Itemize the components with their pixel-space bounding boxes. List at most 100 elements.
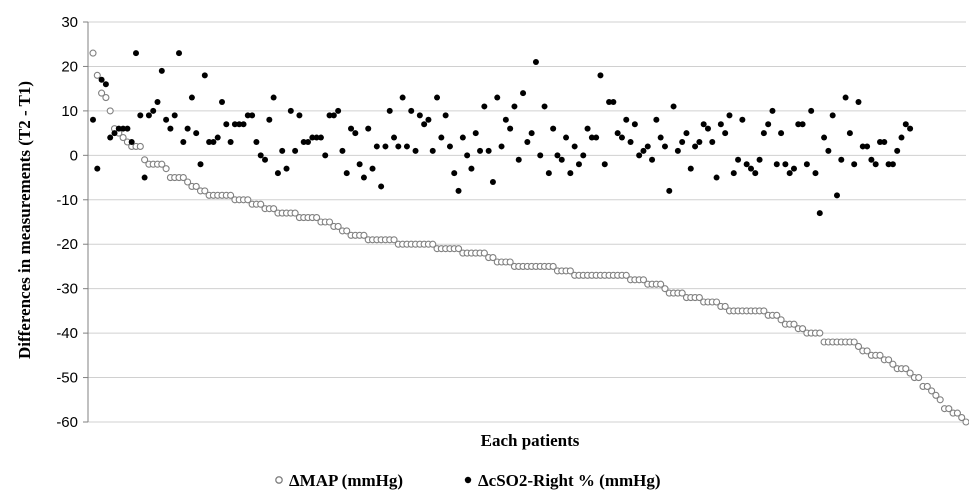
cso2-point xyxy=(494,94,501,101)
cso2-point xyxy=(442,112,449,119)
y-axis-title: Differences in measurements (T2 - T1) xyxy=(15,81,34,359)
cso2-point xyxy=(520,90,527,97)
cso2-point xyxy=(120,125,127,132)
legend-label-cso2: ΔcSO2-Right % (mmHg) xyxy=(478,471,661,490)
map-point xyxy=(141,156,149,164)
cso2-point xyxy=(481,103,488,110)
y-tick-label: -40 xyxy=(56,325,78,342)
y-tick-label: -50 xyxy=(56,370,78,387)
map-point xyxy=(454,245,463,253)
cso2-point xyxy=(184,125,191,132)
map-point xyxy=(906,369,914,377)
cso2-point xyxy=(730,170,737,177)
cso2-point xyxy=(756,156,763,163)
cso2-point xyxy=(571,143,578,150)
map-point xyxy=(953,409,961,417)
cso2-point xyxy=(821,134,828,141)
cso2-point xyxy=(489,179,496,185)
cso2-point xyxy=(704,125,711,132)
cso2-point xyxy=(352,130,359,137)
cso2-point xyxy=(709,139,716,145)
cso2-point xyxy=(296,112,303,119)
y-tick-label: -60 xyxy=(56,414,78,431)
cso2-point xyxy=(550,125,557,132)
map-point xyxy=(799,325,807,333)
cso2-point xyxy=(472,130,479,137)
cso2-point xyxy=(274,170,281,177)
cso2-point xyxy=(898,134,905,141)
cso2-point xyxy=(240,121,247,128)
cso2-point xyxy=(270,94,277,101)
map-point xyxy=(93,71,101,79)
y-tick-label: -30 xyxy=(56,281,78,298)
cso2-point xyxy=(369,165,376,172)
cso2-point xyxy=(769,107,776,114)
cso2-point xyxy=(812,170,819,177)
cso2-point xyxy=(219,99,226,105)
map-point xyxy=(777,316,785,324)
cso2-point xyxy=(317,134,324,141)
cso2-point xyxy=(593,134,600,141)
cso2-point xyxy=(455,187,462,194)
cso2-point xyxy=(631,121,638,128)
cso2-point xyxy=(326,112,333,119)
cso2-point xyxy=(515,156,522,163)
cso2-point xyxy=(743,161,750,168)
y-tick-label: 20 xyxy=(61,58,78,75)
cso2-point xyxy=(696,139,703,145)
cso2-point xyxy=(485,147,492,154)
cso2-point xyxy=(575,161,582,168)
cso2-point xyxy=(412,147,419,154)
cso2-point xyxy=(201,72,208,79)
cso2-point xyxy=(808,107,815,114)
cso2-point xyxy=(851,161,858,168)
cso2-point xyxy=(124,125,131,132)
cso2-point xyxy=(799,121,806,128)
map-point xyxy=(962,418,969,426)
cso2-point xyxy=(614,130,621,137)
cso2-point xyxy=(580,152,587,159)
cso2-point xyxy=(735,156,742,163)
cso2-point xyxy=(829,112,836,119)
cso2-point xyxy=(154,99,161,105)
map-point xyxy=(902,365,910,373)
cso2-point xyxy=(262,156,269,163)
map-point xyxy=(102,94,110,102)
cso2-point xyxy=(640,147,647,154)
map-point xyxy=(89,49,97,57)
map-point xyxy=(334,222,342,230)
map-point xyxy=(227,191,235,199)
cso2-point xyxy=(502,116,509,123)
cso2-point xyxy=(790,165,797,172)
cso2-point xyxy=(464,152,471,159)
map-point xyxy=(184,178,192,186)
cso2-point xyxy=(558,156,565,163)
cso2-point xyxy=(249,112,256,119)
map-point xyxy=(622,271,630,279)
cso2-point xyxy=(188,94,195,101)
cso2-point xyxy=(687,165,694,172)
map-point xyxy=(639,276,648,284)
cso2-point xyxy=(111,130,118,137)
map-point xyxy=(945,405,953,413)
cso2-point xyxy=(833,192,840,199)
legend-marker-cso2 xyxy=(464,476,472,484)
cso2-point xyxy=(348,125,355,132)
cso2-point xyxy=(661,143,668,150)
cso2-point xyxy=(214,134,221,141)
map-point xyxy=(313,214,321,222)
cso2-point xyxy=(391,134,398,141)
cso2-point xyxy=(408,107,415,114)
cso2-point xyxy=(528,130,535,137)
cso2-point xyxy=(365,125,372,132)
cso2-point xyxy=(765,121,772,128)
cso2-point xyxy=(679,139,686,145)
legend-marker-map xyxy=(275,476,283,484)
cso2-point xyxy=(670,103,677,110)
map-point xyxy=(713,298,721,306)
map-point xyxy=(201,187,209,195)
map-point xyxy=(179,174,187,182)
cso2-point xyxy=(244,112,251,119)
cso2-point xyxy=(176,50,183,57)
cso2-point xyxy=(726,112,733,119)
